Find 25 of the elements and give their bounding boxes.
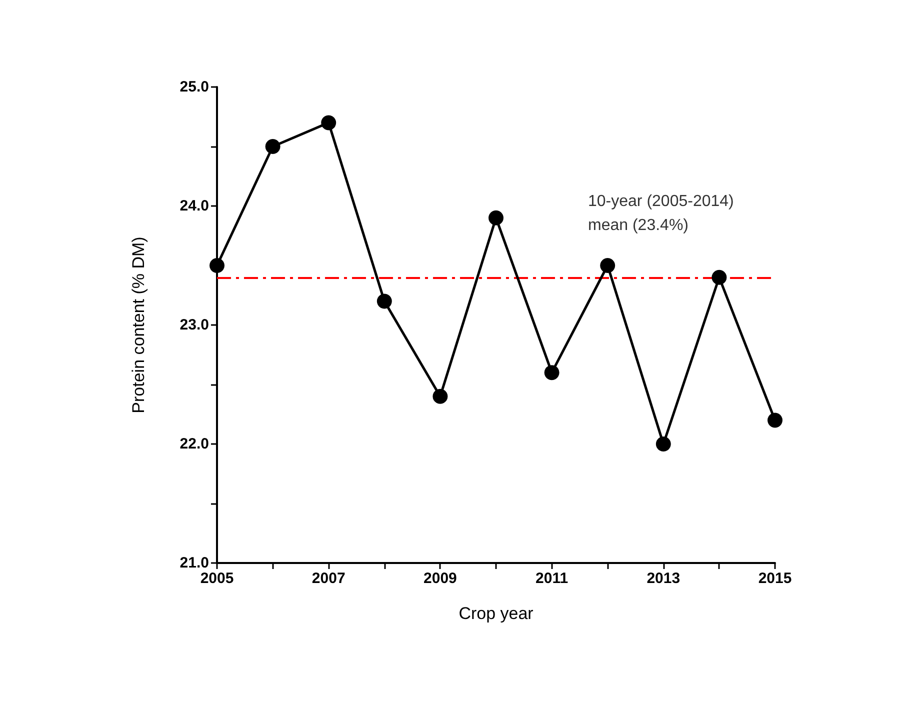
point bbox=[376, 294, 392, 309]
point bbox=[265, 139, 280, 154]
y-tick-label: 24.0 bbox=[180, 198, 209, 214]
point bbox=[432, 388, 448, 404]
y-tick-label: 22.0 bbox=[180, 436, 209, 452]
point bbox=[768, 412, 782, 428]
point bbox=[544, 365, 560, 380]
y-tick-label: 23.0 bbox=[180, 316, 209, 334]
point bbox=[656, 436, 671, 452]
y-axis-title: Protein content (% DM) bbox=[129, 236, 148, 414]
x-tick-label: 2007 bbox=[312, 570, 346, 587]
point bbox=[712, 270, 727, 285]
x-tick-label: 2011 bbox=[536, 570, 568, 587]
x-tick-label: 2013 bbox=[646, 570, 680, 587]
x-tick-label: 2009 bbox=[424, 570, 457, 587]
point bbox=[488, 210, 504, 226]
ref-line-label: 10-year (2005-2014) mean (23.4%) bbox=[588, 192, 734, 234]
point bbox=[210, 258, 224, 273]
y-tick-label: 25.0 bbox=[180, 78, 209, 96]
point bbox=[600, 258, 616, 273]
y-tick-label: 21.0 bbox=[180, 554, 209, 572]
x-tick-label: 2005 bbox=[200, 570, 234, 587]
x-axis-title: Crop year bbox=[458, 604, 534, 623]
x-tick-label: 2015 bbox=[758, 570, 792, 587]
point bbox=[321, 115, 336, 130]
